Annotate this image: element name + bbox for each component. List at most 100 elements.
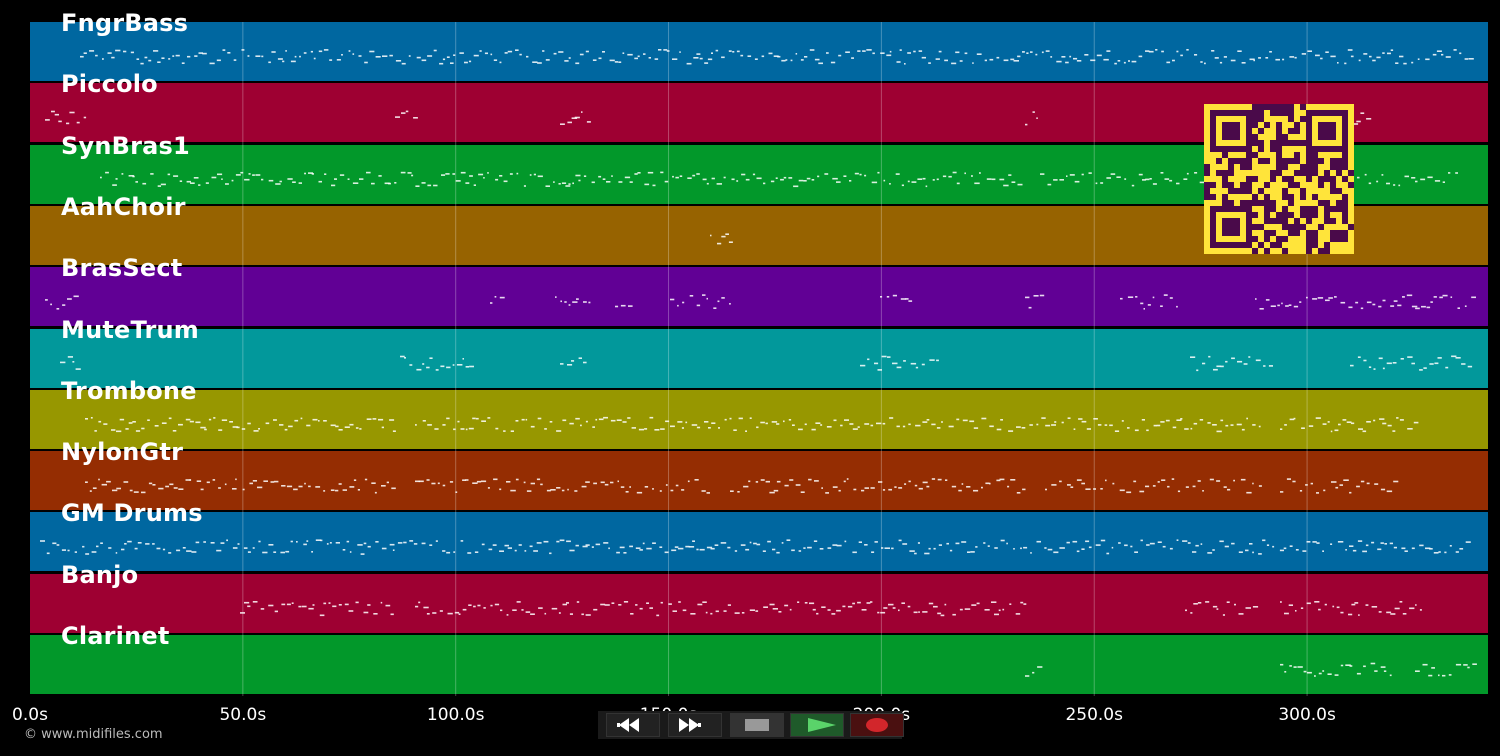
note-mark: [1109, 424, 1113, 427]
note-mark: [639, 607, 643, 610]
note-mark: [60, 361, 66, 364]
note-layer: [40, 49, 1477, 677]
track-lane-banjo[interactable]: [30, 573, 1488, 633]
note-mark: [1023, 603, 1027, 605]
track-lane-brassect[interactable]: [30, 267, 1488, 327]
note-mark: [127, 540, 132, 543]
note-mark: [795, 484, 801, 486]
note-mark: [717, 242, 722, 245]
note-mark: [1419, 609, 1422, 611]
note-mark: [165, 485, 169, 488]
note-mark: [364, 61, 368, 64]
note-mark: [922, 481, 928, 484]
note-mark: [892, 294, 897, 297]
note-mark: [620, 304, 626, 307]
track-label: FngrBass: [61, 9, 189, 37]
note-mark: [769, 603, 775, 606]
note-mark: [561, 182, 567, 184]
note-mark: [1081, 548, 1085, 550]
note-mark: [629, 486, 631, 488]
note-mark: [132, 175, 135, 178]
note-mark: [659, 546, 663, 548]
note-mark: [767, 540, 771, 543]
note-mark: [874, 541, 878, 543]
note-mark: [442, 550, 446, 552]
note-mark: [654, 58, 659, 60]
note-mark: [622, 52, 625, 54]
note-mark: [760, 479, 765, 481]
note-mark: [507, 547, 512, 549]
note-mark: [1197, 480, 1201, 482]
note-mark: [733, 429, 737, 431]
rewind-button[interactable]: [606, 713, 660, 737]
note-mark: [1280, 601, 1282, 603]
note-mark: [205, 182, 209, 184]
note-mark: [450, 62, 454, 64]
track-lane-mutetrum[interactable]: [30, 328, 1488, 388]
stop-button[interactable]: [730, 713, 784, 737]
note-mark: [233, 59, 237, 61]
note-mark: [704, 421, 709, 423]
note-mark: [268, 544, 274, 546]
note-mark: [518, 544, 522, 546]
note-mark: [1411, 61, 1414, 64]
note-mark: [366, 418, 372, 420]
note-mark: [279, 180, 282, 183]
note-mark: [1176, 50, 1179, 53]
note-mark: [349, 551, 352, 553]
note-mark: [298, 605, 302, 608]
note-mark: [790, 59, 793, 62]
note-mark: [970, 551, 975, 553]
note-mark: [727, 546, 731, 549]
note-mark: [582, 545, 588, 548]
note-mark: [173, 487, 178, 489]
note-mark: [373, 613, 378, 615]
fast-forward-button[interactable]: [668, 713, 722, 737]
note-mark: [82, 545, 85, 548]
note-mark: [1334, 429, 1339, 432]
note-mark: [364, 478, 368, 481]
note-mark: [1419, 369, 1423, 371]
note-mark: [204, 428, 207, 431]
note-mark: [1131, 184, 1135, 187]
note-mark: [1425, 58, 1430, 61]
note-mark: [585, 544, 590, 546]
note-mark: [814, 480, 819, 482]
note-mark: [819, 548, 824, 550]
note-mark: [290, 540, 293, 543]
note-mark: [861, 609, 867, 611]
note-mark: [1185, 486, 1189, 488]
note-mark: [76, 121, 80, 124]
note-mark: [1069, 55, 1072, 58]
note-mark: [1369, 55, 1372, 58]
note-mark: [145, 543, 150, 545]
note-mark: [1368, 182, 1372, 185]
note-mark: [241, 49, 245, 51]
track-lane-nylongtr[interactable]: [30, 451, 1488, 511]
note-mark: [1390, 613, 1396, 615]
note-mark: [550, 489, 556, 491]
note-mark: [681, 489, 685, 491]
note-mark: [1000, 539, 1005, 542]
note-mark: [493, 59, 498, 61]
track-lane-clarinet[interactable]: [30, 635, 1488, 694]
note-mark: [620, 486, 625, 488]
record-button[interactable]: [850, 713, 904, 737]
note-mark: [231, 179, 234, 182]
play-button[interactable]: [790, 713, 844, 737]
note-mark: [1323, 489, 1326, 492]
note-mark: [922, 177, 926, 180]
note-mark: [664, 551, 669, 554]
note-mark: [1318, 608, 1321, 611]
track-lane-gm-drums[interactable]: [30, 512, 1488, 572]
note-mark: [1337, 541, 1344, 543]
note-mark: [948, 175, 952, 178]
note-mark: [1380, 666, 1386, 668]
note-mark: [487, 417, 491, 419]
note-mark: [258, 540, 261, 543]
note-mark: [389, 419, 395, 421]
note-mark: [1110, 173, 1116, 175]
note-mark: [1328, 297, 1333, 299]
note-mark: [1252, 424, 1256, 426]
note-mark: [1240, 478, 1246, 481]
